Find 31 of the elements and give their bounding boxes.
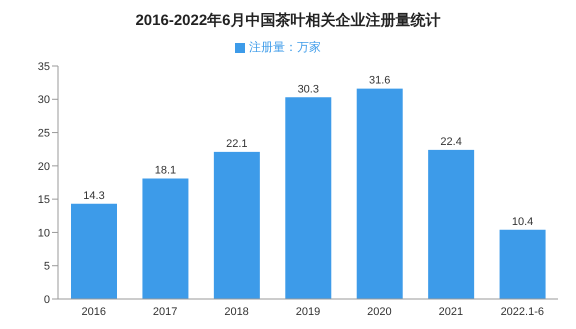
data-label: 14.3: [83, 190, 105, 202]
y-tick-label: 35: [38, 60, 50, 73]
y-tick-label: 25: [38, 127, 50, 140]
x-tick-label: 2016: [81, 306, 106, 318]
x-tick-label: 2020: [367, 306, 392, 318]
data-label: 30.3: [298, 83, 319, 96]
y-tick-label: 30: [38, 94, 50, 106]
bar: [214, 152, 260, 299]
data-label: 31.6: [369, 74, 390, 87]
x-tick-label: 2019: [296, 306, 320, 318]
x-tick-label: 2021: [438, 306, 464, 318]
x-tick-label: 2018: [224, 306, 249, 318]
y-tick-label: 10: [38, 227, 50, 240]
x-tick-label: 2017: [152, 306, 178, 318]
data-label: 22.4: [440, 136, 462, 148]
x-tick-label: 2022.1-6: [500, 306, 544, 318]
bar: [428, 150, 474, 299]
data-label: 10.4: [512, 216, 534, 228]
y-tick-label: 15: [38, 194, 50, 206]
data-label: 18.1: [154, 164, 176, 177]
bar: [71, 204, 117, 299]
bar: [500, 230, 546, 299]
y-tick-label: 5: [44, 260, 50, 273]
bar: [142, 178, 188, 299]
bar: [285, 97, 332, 299]
legend-label: 注册量：万家: [249, 40, 321, 54]
data-label: 22.1: [226, 138, 248, 150]
bar: [356, 88, 403, 299]
chart-title: 2016-2022年6月中国茶叶相关企业注册量统计: [134, 11, 442, 31]
y-tick-label: 0: [44, 294, 50, 306]
y-tick-label: 20: [38, 160, 50, 173]
